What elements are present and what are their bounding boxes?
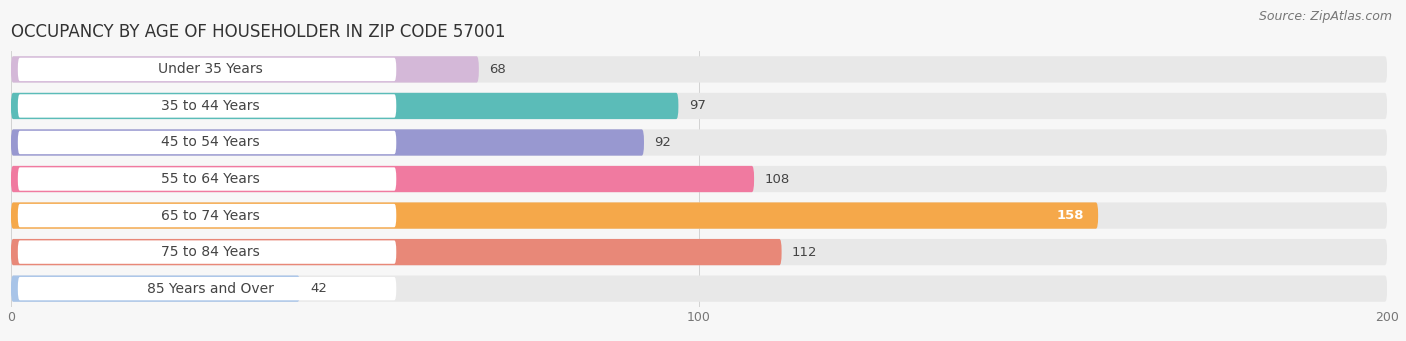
Text: 45 to 54 Years: 45 to 54 Years <box>162 135 260 149</box>
Text: 97: 97 <box>689 100 706 113</box>
FancyBboxPatch shape <box>18 204 396 227</box>
FancyBboxPatch shape <box>11 276 299 302</box>
FancyBboxPatch shape <box>11 129 644 155</box>
Text: 92: 92 <box>654 136 671 149</box>
Text: 55 to 64 Years: 55 to 64 Years <box>162 172 260 186</box>
FancyBboxPatch shape <box>11 93 678 119</box>
Text: 158: 158 <box>1057 209 1084 222</box>
FancyBboxPatch shape <box>11 129 1388 155</box>
FancyBboxPatch shape <box>18 131 396 154</box>
Text: OCCUPANCY BY AGE OF HOUSEHOLDER IN ZIP CODE 57001: OCCUPANCY BY AGE OF HOUSEHOLDER IN ZIP C… <box>11 23 505 41</box>
FancyBboxPatch shape <box>11 166 1388 192</box>
Text: 108: 108 <box>765 173 790 186</box>
Text: 75 to 84 Years: 75 to 84 Years <box>162 245 260 259</box>
Text: 85 Years and Over: 85 Years and Over <box>148 282 274 296</box>
FancyBboxPatch shape <box>11 56 479 83</box>
Text: 65 to 74 Years: 65 to 74 Years <box>162 209 260 223</box>
Text: 68: 68 <box>489 63 506 76</box>
Text: 35 to 44 Years: 35 to 44 Years <box>162 99 260 113</box>
FancyBboxPatch shape <box>18 94 396 118</box>
FancyBboxPatch shape <box>11 93 1388 119</box>
Text: Source: ZipAtlas.com: Source: ZipAtlas.com <box>1258 10 1392 23</box>
Text: 42: 42 <box>311 282 328 295</box>
FancyBboxPatch shape <box>18 58 396 81</box>
FancyBboxPatch shape <box>11 166 754 192</box>
FancyBboxPatch shape <box>18 277 396 300</box>
FancyBboxPatch shape <box>11 203 1098 229</box>
FancyBboxPatch shape <box>11 239 1388 265</box>
FancyBboxPatch shape <box>11 56 1388 83</box>
FancyBboxPatch shape <box>11 203 1388 229</box>
FancyBboxPatch shape <box>11 239 782 265</box>
FancyBboxPatch shape <box>18 240 396 264</box>
FancyBboxPatch shape <box>18 167 396 191</box>
Text: 112: 112 <box>792 246 817 258</box>
Text: Under 35 Years: Under 35 Years <box>157 62 263 76</box>
FancyBboxPatch shape <box>11 276 1388 302</box>
